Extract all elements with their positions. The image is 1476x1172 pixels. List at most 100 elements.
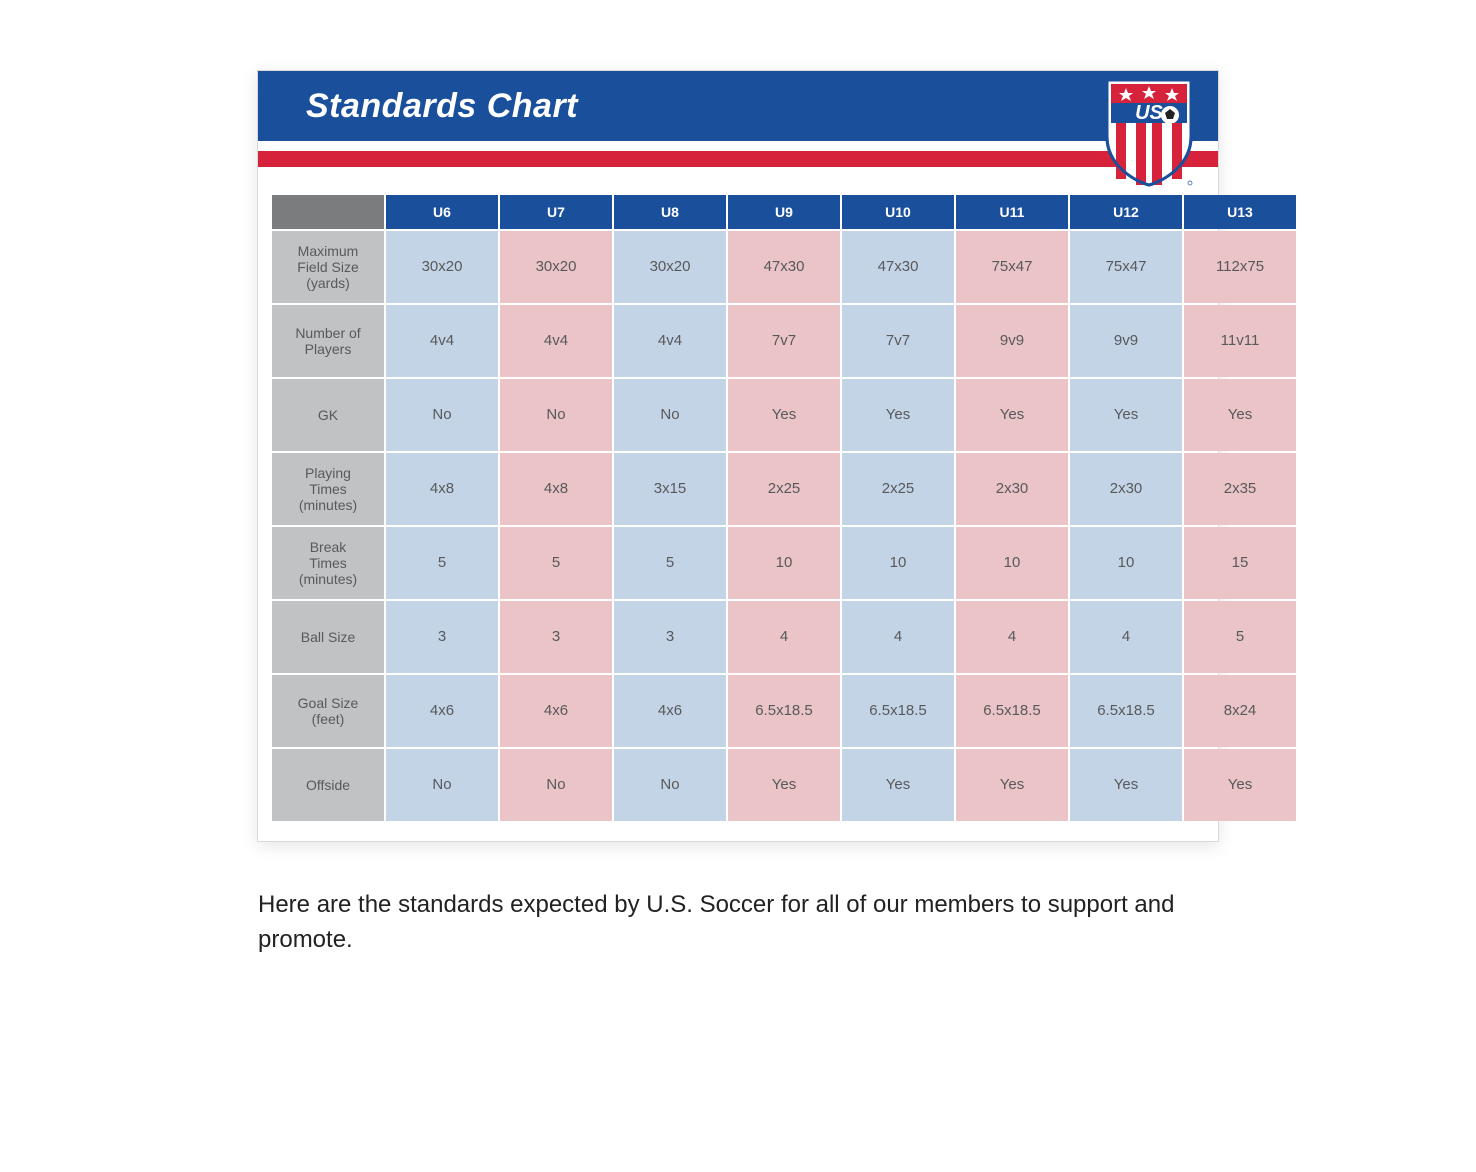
table-row: Number ofPlayers4v44v44v47v77v79v99v911v… (272, 305, 1296, 377)
table-cell: 10 (956, 527, 1068, 599)
page: Standards Chart US (0, 0, 1476, 1172)
table-cell: 6.5x18.5 (842, 675, 954, 747)
table-cell: 4v4 (500, 305, 612, 377)
table-row: GKNoNoNoYesYesYesYesYes (272, 379, 1296, 451)
us-soccer-crest-icon: US (1104, 77, 1194, 187)
table-cell: 47x30 (842, 231, 954, 303)
table-cell: 3 (500, 601, 612, 673)
row-label: BreakTimes(minutes) (272, 527, 384, 599)
svg-text:US: US (1135, 102, 1163, 124)
table-cell: 4 (1070, 601, 1182, 673)
table-cell: 8x24 (1184, 675, 1296, 747)
table-cell: 47x30 (728, 231, 840, 303)
row-label: Ball Size (272, 601, 384, 673)
table-cell: 4x6 (500, 675, 612, 747)
table-cell: 10 (728, 527, 840, 599)
table-row: PlayingTimes(minutes)4x84x83x152x252x252… (272, 453, 1296, 525)
table-cell: Yes (1184, 379, 1296, 451)
table-row: MaximumField Size(yards)30x2030x2030x204… (272, 231, 1296, 303)
table-cell: Yes (1070, 379, 1182, 451)
table-cell: 4v4 (386, 305, 498, 377)
table-cell: 7v7 (728, 305, 840, 377)
row-label: PlayingTimes(minutes) (272, 453, 384, 525)
card-header: Standards Chart US (258, 71, 1218, 193)
table-cell: Yes (956, 379, 1068, 451)
table-cell: Yes (728, 379, 840, 451)
table-cell: 15 (1184, 527, 1296, 599)
table-cell: No (386, 749, 498, 821)
table-cell: No (386, 379, 498, 451)
table-row: OffsideNoNoNoYesYesYesYesYes (272, 749, 1296, 821)
table-body: MaximumField Size(yards)30x2030x2030x204… (272, 231, 1296, 821)
table-cell: No (500, 749, 612, 821)
table-cell: 4x6 (614, 675, 726, 747)
table-cell: Yes (956, 749, 1068, 821)
table-row: Goal Size(feet)4x64x64x66.5x18.56.5x18.5… (272, 675, 1296, 747)
table-cell: 5 (1184, 601, 1296, 673)
table-cell: 4 (842, 601, 954, 673)
table-cell: No (614, 379, 726, 451)
standards-table: U6U7U8U9U10U11U12U13 MaximumField Size(y… (270, 193, 1298, 823)
table-cell: Yes (728, 749, 840, 821)
table-cell: 6.5x18.5 (956, 675, 1068, 747)
table-cell: 10 (1070, 527, 1182, 599)
table-cell: 2x30 (956, 453, 1068, 525)
caption-text: Here are the standards expected by U.S. … (258, 888, 1218, 958)
header-white-bar (258, 141, 1218, 151)
header-red-bar (258, 151, 1218, 167)
table-cell: 75x47 (1070, 231, 1182, 303)
table-head: U6U7U8U9U10U11U12U13 (272, 195, 1296, 229)
table-cell: 5 (386, 527, 498, 599)
table-cell: 9v9 (1070, 305, 1182, 377)
column-header: U6 (386, 195, 498, 229)
table-row: Ball Size33344445 (272, 601, 1296, 673)
row-label: Number ofPlayers (272, 305, 384, 377)
table-cell: No (500, 379, 612, 451)
column-header: U11 (956, 195, 1068, 229)
table-cell: 4x8 (386, 453, 498, 525)
table-cell: 9v9 (956, 305, 1068, 377)
column-header: U12 (1070, 195, 1182, 229)
table-cell: 3 (386, 601, 498, 673)
table-cell: 2x30 (1070, 453, 1182, 525)
column-header: U10 (842, 195, 954, 229)
table-cell: 10 (842, 527, 954, 599)
table-cell: 6.5x18.5 (1070, 675, 1182, 747)
table-cell: Yes (1184, 749, 1296, 821)
table-cell: 2x25 (728, 453, 840, 525)
table-cell: 11v11 (1184, 305, 1296, 377)
table-row: BreakTimes(minutes)5551010101015 (272, 527, 1296, 599)
header-blue-bar: Standards Chart (258, 71, 1218, 141)
table-cell: 5 (614, 527, 726, 599)
table-cell: 112x75 (1184, 231, 1296, 303)
row-label: Offside (272, 749, 384, 821)
table-cell: 7v7 (842, 305, 954, 377)
column-header: U7 (500, 195, 612, 229)
table-wrap: U6U7U8U9U10U11U12U13 MaximumField Size(y… (258, 193, 1218, 841)
table-cell: 6.5x18.5 (728, 675, 840, 747)
standards-card: Standards Chart US (257, 70, 1219, 842)
table-cell: 3x15 (614, 453, 726, 525)
table-cell: 3 (614, 601, 726, 673)
table-cell: 30x20 (386, 231, 498, 303)
table-cell: 4x6 (386, 675, 498, 747)
column-header: U9 (728, 195, 840, 229)
table-cell: No (614, 749, 726, 821)
column-header: U13 (1184, 195, 1296, 229)
table-cell: 75x47 (956, 231, 1068, 303)
table-cell: Yes (1070, 749, 1182, 821)
table-cell: 4 (956, 601, 1068, 673)
table-cell: 5 (500, 527, 612, 599)
table-cell: 30x20 (614, 231, 726, 303)
header-gap (258, 167, 1218, 193)
table-cell: 30x20 (500, 231, 612, 303)
table-cell: 4x8 (500, 453, 612, 525)
table-corner (272, 195, 384, 229)
row-label: GK (272, 379, 384, 451)
table-cell: Yes (842, 749, 954, 821)
table-cell: 2x25 (842, 453, 954, 525)
table-cell: 4 (728, 601, 840, 673)
column-header: U8 (614, 195, 726, 229)
table-cell: Yes (842, 379, 954, 451)
row-label: Goal Size(feet) (272, 675, 384, 747)
